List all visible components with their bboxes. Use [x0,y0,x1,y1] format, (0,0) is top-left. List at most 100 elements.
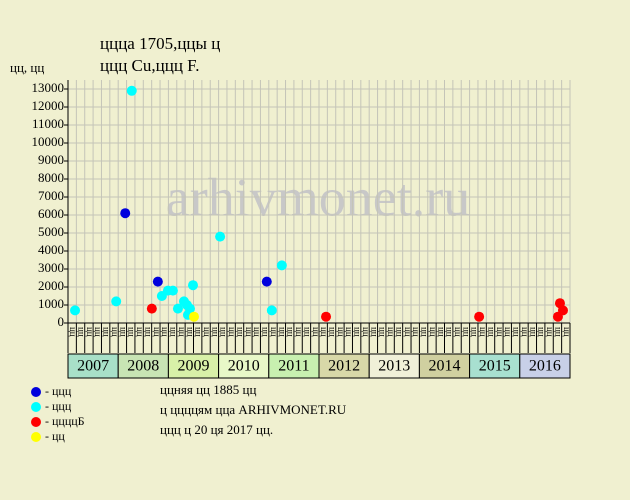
column-label: цц [378,327,388,337]
year-label: 2013 [378,358,410,375]
year-label: 2007 [77,358,109,375]
column-label: цц [344,327,354,337]
column-label: цц [537,327,547,337]
y-tick-label: 4000 [38,242,64,257]
point [184,303,195,314]
y-tick-label: 8000 [38,170,64,185]
point [120,208,131,219]
year-box [418,353,471,379]
column-label: цц [503,327,513,337]
y-tick-label: 9000 [38,152,64,167]
column-label: цц [202,327,212,337]
column-label: цц [436,327,446,337]
column-label: цц [327,327,337,337]
point [276,260,287,271]
column-label: цц [85,327,95,337]
y-tick-label: 10000 [32,134,65,149]
y-tick-label: 1000 [38,296,64,311]
column-label: цц [277,327,287,337]
y-tick-label: 5000 [38,224,64,239]
column-label: цц [219,327,229,337]
point [474,311,485,322]
column-label: цц [403,327,413,337]
point [152,276,163,287]
point [266,305,277,316]
point [126,85,137,96]
column-label: цц [369,327,379,337]
column-label: цц [261,327,271,337]
column-label: цц [520,327,530,337]
column-label: цц [294,327,304,337]
column-label: цц [143,327,153,337]
column-label: цц [227,327,237,337]
column-label: цц [118,327,128,337]
legend-marker [31,402,41,412]
column-label: цц [394,327,404,337]
point [111,296,122,307]
column-label: цц [386,327,396,337]
point [146,303,157,314]
point [321,311,332,322]
point [167,285,178,296]
y-tick-label: 3000 [38,260,64,275]
legend-label: - ццц [45,384,72,398]
year-box [469,353,521,379]
year-box [368,353,420,379]
column-label: цц [169,327,179,337]
legend-label: - ццццБ [45,414,85,428]
y-tick-label: 12000 [32,98,65,113]
column-label: цц [470,327,480,337]
title-line: ццц Cu,ццц F. [100,56,200,75]
column-label: цц [545,327,555,337]
point [215,231,226,242]
column-label: цц [428,327,438,337]
column-label: цц [562,327,572,337]
column-label: цц [76,327,86,337]
y-tick-label: 13000 [32,80,65,95]
legend-marker [31,387,41,397]
column-label: цц [152,327,162,337]
year-label: 2008 [127,358,159,375]
y-tick-label: 11000 [32,116,64,131]
column-label: цц [269,327,279,337]
point [172,303,183,314]
year-label: 2016 [529,358,561,375]
y-tick-label: 2000 [38,278,64,293]
column-label: цц [185,327,195,337]
column-label: цц [302,327,312,337]
column-label: цц [461,327,471,337]
point [261,276,272,287]
y-axis-label: цц, цц [10,60,44,75]
year-box [67,353,119,379]
note: ццняя цц 1885 цц [160,382,256,397]
column-label: цц [127,327,137,337]
year-label: 2015 [479,358,511,375]
column-label: цц [235,327,245,337]
column-label: цц [93,327,103,337]
column-label: цц [68,327,78,337]
legend-label: - ццц [45,399,72,413]
column-label: цц [135,327,145,337]
point [189,311,200,322]
point [187,280,198,291]
year-box [117,353,169,379]
year-box [318,353,370,379]
year-label: 2011 [278,358,309,375]
column-label: цц [319,327,329,337]
year-label: 2014 [429,358,461,375]
year-box [519,353,571,379]
column-label: цц [411,327,421,337]
year-label: 2010 [228,358,260,375]
column-label: цц [353,327,363,337]
column-label: цц [286,327,296,337]
y-tick-label: 6000 [38,206,64,221]
column-label: цц [160,327,170,337]
column-label: цц [361,327,371,337]
point [70,305,81,316]
title-line: ццца 1705,ццы ц [100,34,220,53]
column-label: цц [528,327,538,337]
column-label: цц [486,327,496,337]
note: ццц ц 20 ця 2017 цц. [160,422,273,437]
